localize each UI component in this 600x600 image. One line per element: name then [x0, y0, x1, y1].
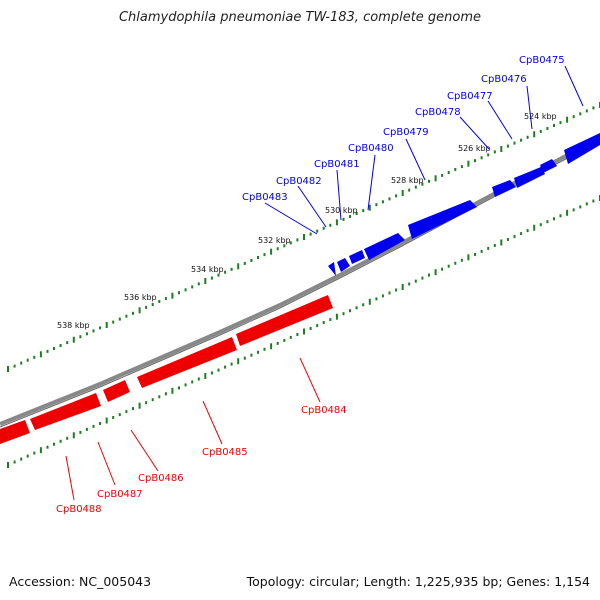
gene-label-cpb0481[interactable]: CpB0481	[314, 159, 360, 170]
leader-cpb0486	[130, 429, 159, 472]
genome-backbone-shadow	[0, 140, 600, 428]
gene-label-cpb0476[interactable]: CpB0476	[481, 74, 527, 85]
leader-cpb0480	[367, 154, 376, 211]
gene-label-cpb0477[interactable]: CpB0477	[447, 91, 493, 102]
leader-cpb0483	[264, 202, 318, 235]
map-title: Chlamydophila pneumoniae TW-183, complet…	[118, 10, 482, 25]
inner-scale-ticks	[7, 195, 600, 468]
leader-cpb0479	[405, 138, 426, 181]
gene-label-cpb0480[interactable]: CpB0480	[348, 143, 394, 154]
leader-cpb0484	[299, 357, 321, 403]
scale-label-536: 536 kbp	[124, 293, 157, 302]
accession-text: Accession: NC_005043	[9, 574, 152, 589]
gene-feature-cpb0475[interactable]	[564, 133, 600, 164]
leader-cpb0476	[526, 85, 533, 130]
scale-label-526: 526 kbp	[458, 144, 491, 153]
gene-label-cpb0486[interactable]: CpB0486	[138, 473, 184, 484]
leader-cpb0481	[336, 169, 342, 221]
gene-label-leaders	[65, 65, 584, 501]
gene-label-cpb0488[interactable]: CpB0488	[56, 504, 102, 515]
scale-label-528: 528 kbp	[391, 176, 424, 185]
gene-feature-cpb0476[interactable]	[540, 159, 557, 173]
gene-feature-cpb0484[interactable]	[236, 295, 333, 346]
gene-feature-cpb0481[interactable]	[349, 250, 365, 264]
gene-label-cpb0487[interactable]: CpB0487	[97, 489, 143, 500]
gene-feature-cpb0488[interactable]	[0, 420, 30, 444]
gene-feature-cpb0478[interactable]	[492, 180, 516, 197]
reverse-strand-genes	[0, 295, 333, 444]
gene-feature-cpb0485[interactable]	[137, 337, 237, 388]
genome-summary-text: Topology: circular; Length: 1,225,935 bp…	[246, 574, 590, 589]
gene-feature-cpb0482[interactable]	[337, 258, 350, 272]
gene-label-cpb0479[interactable]: CpB0479	[383, 127, 429, 138]
leader-cpb0478	[459, 116, 490, 150]
scale-label-524: 524 kbp	[524, 112, 557, 121]
outer-scale-ticks	[7, 102, 600, 372]
gene-feature-cpb0480[interactable]	[364, 233, 405, 260]
scale-label-538: 538 kbp	[57, 321, 90, 330]
gene-feature-cpb0477[interactable]	[514, 167, 545, 188]
gene-label-cpb0482[interactable]: CpB0482	[276, 176, 322, 187]
forward-gene-labels: CpB0475 CpB0476 CpB0477 CpB0478 CpB0479 …	[242, 55, 565, 203]
scale-label-530: 530 kbp	[325, 206, 358, 215]
leader-cpb0482	[297, 185, 327, 228]
gene-feature-cpb0479[interactable]	[408, 200, 477, 239]
forward-strand-genes	[328, 133, 600, 276]
leader-cpb0485	[202, 400, 223, 445]
scale-label-534: 534 kbp	[191, 265, 224, 274]
gene-label-cpb0483[interactable]: CpB0483	[242, 192, 288, 203]
reverse-gene-labels: CpB0484 CpB0485 CpB0486 CpB0487 CpB0488	[56, 405, 347, 515]
scale-label-532: 532 kbp	[258, 236, 291, 245]
leader-cpb0477	[487, 100, 513, 140]
leader-cpb0475	[564, 65, 584, 107]
gene-label-cpb0485[interactable]: CpB0485	[202, 447, 248, 458]
leader-cpb0487	[97, 441, 116, 486]
gene-label-cpb0484[interactable]: CpB0484	[301, 405, 347, 416]
leader-cpb0488	[65, 455, 75, 501]
genome-backbone	[0, 136, 600, 426]
gene-feature-cpb0483[interactable]	[328, 262, 336, 276]
gene-feature-cpb0487[interactable]	[30, 393, 101, 430]
gene-label-cpb0475[interactable]: CpB0475	[519, 55, 565, 66]
scale-labels: 524 kbp 526 kbp 528 kbp 530 kbp 532 kbp …	[57, 112, 557, 330]
gene-feature-cpb0486[interactable]	[103, 380, 130, 402]
gene-label-cpb0478[interactable]: CpB0478	[415, 107, 461, 118]
